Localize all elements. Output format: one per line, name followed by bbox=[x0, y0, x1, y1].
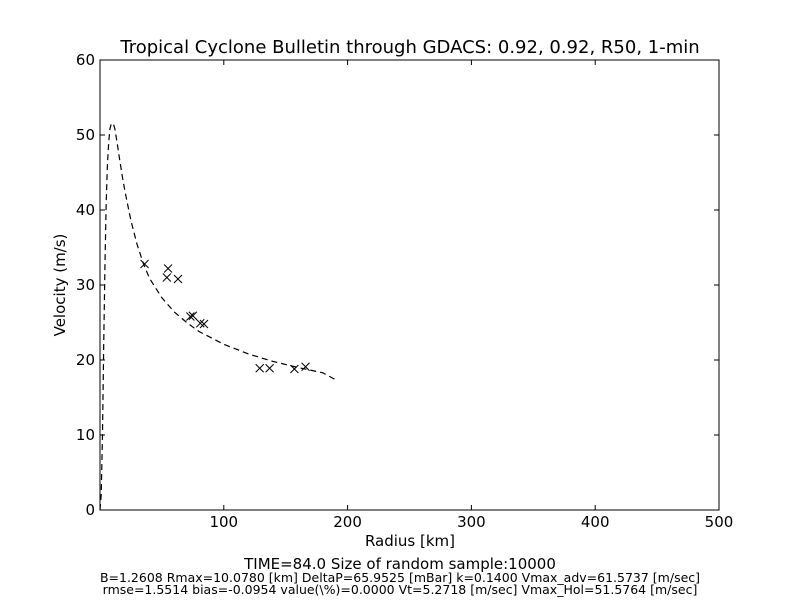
x-tick-label: 300 bbox=[457, 513, 486, 531]
y-axis-label: Velocity (m/s) bbox=[51, 234, 69, 337]
axis-ticks: 100 200 300 400 500 0 10 20 30 40 50 60 bbox=[76, 51, 733, 531]
footer-parameters: B=1.2608 Rmax=10.0780 [km] DeltaP=65.952… bbox=[99, 570, 701, 585]
y-tick-label: 0 bbox=[85, 501, 95, 519]
y-tick-label: 50 bbox=[76, 126, 95, 144]
observation-marker bbox=[265, 363, 274, 373]
observation-marker bbox=[255, 363, 265, 373]
observation-marker bbox=[301, 362, 310, 372]
series-layer bbox=[99, 122, 336, 511]
y-tick-label: 20 bbox=[76, 351, 95, 369]
observation-marker bbox=[188, 311, 198, 321]
observation-marker bbox=[199, 319, 209, 329]
y-tick-label: 30 bbox=[76, 276, 95, 294]
plot-area bbox=[99, 59, 720, 511]
fitted-profile-line bbox=[99, 122, 336, 511]
observation-marker bbox=[140, 259, 149, 269]
x-tick-label: 100 bbox=[209, 513, 238, 531]
y-tick-label: 10 bbox=[76, 426, 95, 444]
x-tick-label: 500 bbox=[705, 513, 734, 531]
footer-statistics: rmse=1.5514 bias=-0.0954 value(\%)=0.000… bbox=[102, 582, 698, 597]
y-tick-label: 60 bbox=[76, 51, 95, 69]
observation-marker bbox=[195, 318, 205, 328]
x-tick-label: 200 bbox=[333, 513, 362, 531]
observation-marker bbox=[163, 264, 173, 273]
footer-time-sample: TIME=84.0 Size of random sample:10000 bbox=[244, 555, 556, 573]
x-axis-label: Radius [km] bbox=[365, 532, 455, 550]
observation-marker bbox=[186, 312, 195, 321]
x-tick-label: 400 bbox=[581, 513, 610, 531]
observation-marker bbox=[162, 273, 172, 282]
observation-marker bbox=[173, 274, 183, 284]
chart-title: Tropical Cyclone Bulletin through GDACS:… bbox=[119, 37, 699, 58]
y-tick-label: 40 bbox=[76, 201, 95, 219]
